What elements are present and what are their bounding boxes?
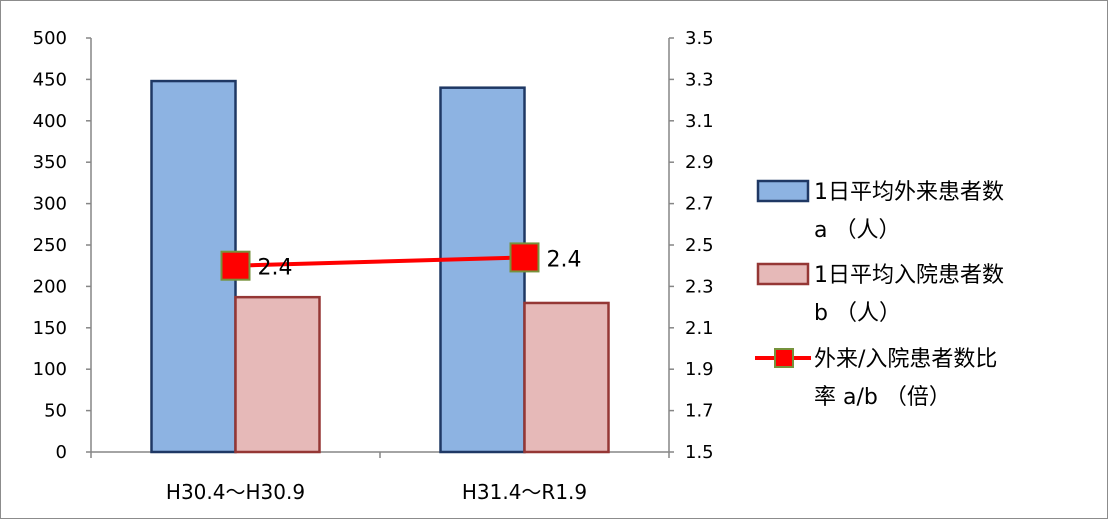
legend-label: 外来/入院患者数比率 a/b （倍） [814, 347, 997, 410]
right-tick-label: 2.5 [685, 235, 714, 256]
legend-swatch [756, 179, 810, 203]
axes: 0 50 100 150 200 250 300 350 400 450 500 1.5 1.7 1.9 2… [33, 28, 714, 504]
right-tick-label: 2.3 [685, 276, 714, 297]
legend-label-line: 1日平均外来患者数 [814, 180, 1004, 205]
right-tick-label: 3.1 [685, 111, 714, 132]
right-tick-label: 2.9 [685, 152, 714, 173]
ratio-marker [220, 250, 251, 281]
legend-label-line: b （人） [814, 301, 901, 326]
ratio-series-line [235, 255, 525, 268]
legend-swatch [756, 262, 810, 286]
legend-label-line: 外来/入院患者数比 [814, 347, 997, 372]
right-tick-label: 1.7 [685, 401, 714, 422]
right-tick-label: 2.7 [685, 194, 714, 215]
legend-label: 1日平均外来患者数 a （人） [814, 180, 1004, 243]
left-tick-label: 300 [33, 194, 67, 215]
right-tick-label: 2.1 [685, 318, 714, 339]
right-tick-label: 3.5 [685, 28, 714, 49]
ratio-data-label: 2.4 [547, 247, 582, 272]
legend-label-line: 1日平均入院患者数 [814, 263, 1004, 288]
category-label: H31.4～R1.9 [462, 480, 587, 504]
ratio-marker [509, 242, 540, 273]
bar [234, 295, 321, 454]
right-tick-label: 3.3 [685, 69, 714, 90]
legend: 1日平均外来患者数 a （人） 1日平均入院患者数 b （人） 外来/入院患者数比率 a… [755, 179, 1004, 410]
left-tick-label: 0 [56, 442, 67, 463]
legend-marker-swatch [774, 348, 794, 368]
ratio-line: 2.4 2.4 [220, 242, 582, 281]
left-tick-label: 450 [33, 69, 67, 90]
legend-label-line: a （人） [814, 218, 900, 243]
left-tick-label: 500 [33, 28, 67, 49]
legend-label: 1日平均入院患者数 b （人） [814, 263, 1004, 326]
left-tick-label: 200 [33, 276, 67, 297]
bars [150, 79, 610, 454]
left-tick-label: 400 [33, 111, 67, 132]
right-tick-label: 1.5 [685, 442, 714, 463]
legend-label-line: 率 a/b （倍） [814, 385, 951, 410]
ratio-data-label: 2.4 [258, 256, 293, 281]
right-tick-label: 1.9 [685, 359, 714, 380]
left-tick-label: 350 [33, 152, 67, 173]
category-label: H30.4～H30.9 [166, 480, 305, 504]
left-tick-label: 250 [33, 235, 67, 256]
left-tick-label: 50 [44, 401, 67, 422]
left-tick-label: 100 [33, 359, 67, 380]
left-tick-label: 150 [33, 318, 67, 339]
bar [523, 301, 610, 454]
